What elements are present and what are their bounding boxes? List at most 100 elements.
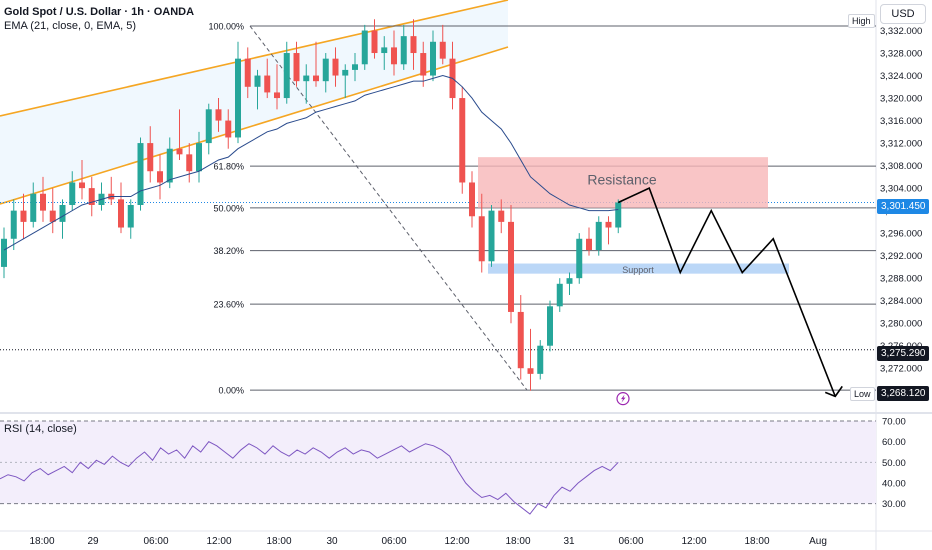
price-axis-label: 3,288.000 <box>880 274 922 285</box>
candle-body[interactable] <box>352 64 358 70</box>
time-axis-label: 30 <box>326 536 338 547</box>
candle-body[interactable] <box>118 199 124 228</box>
fib-level-label: 23.60% <box>213 300 244 310</box>
candle-body[interactable] <box>361 30 368 65</box>
candle-body[interactable] <box>547 306 553 346</box>
projection-arrowhead <box>824 385 843 398</box>
time-axis-label: 31 <box>563 536 575 547</box>
candle-body[interactable] <box>147 143 154 172</box>
candle-body[interactable] <box>556 283 563 307</box>
candle-body[interactable] <box>430 41 436 76</box>
candle-body[interactable] <box>88 188 95 205</box>
candle-body[interactable] <box>69 182 76 205</box>
candle-body[interactable] <box>1 238 7 267</box>
candle-body[interactable] <box>10 210 17 239</box>
high-label: High <box>848 14 875 28</box>
candle-body[interactable] <box>274 92 280 99</box>
candle-body[interactable] <box>400 36 407 65</box>
candle-body[interactable] <box>459 98 466 183</box>
candle-body[interactable] <box>595 221 602 251</box>
candle-body[interactable] <box>127 205 134 228</box>
time-axis-label: 06:00 <box>143 536 168 547</box>
symbol-title[interactable]: Gold Spot / U.S. Dollar · 1h · OANDA <box>4 6 195 18</box>
candle-body[interactable] <box>527 368 534 374</box>
candle-body[interactable] <box>605 221 612 228</box>
candle-body[interactable] <box>225 120 232 138</box>
candle-body[interactable] <box>371 30 378 54</box>
fib-level-label: 100.00% <box>208 22 244 32</box>
candle-body[interactable] <box>517 311 524 369</box>
candle-body[interactable] <box>410 36 417 54</box>
ema-indicator-label[interactable]: EMA (21, close, 0, EMA, 5) <box>4 20 137 32</box>
candle-body[interactable] <box>293 53 300 82</box>
candle-body[interactable] <box>215 109 222 121</box>
rsi-axis-label: 30.00 <box>882 499 906 510</box>
candle-body[interactable] <box>498 210 505 222</box>
candle-body[interactable] <box>157 171 163 183</box>
candle-body[interactable] <box>283 53 290 99</box>
candle-body[interactable] <box>391 47 397 65</box>
candle-body[interactable] <box>20 210 27 222</box>
candle-body[interactable] <box>205 109 212 144</box>
candle-body[interactable] <box>79 182 85 189</box>
price-axis-label: 3,332.000 <box>880 26 922 37</box>
ema-line[interactable] <box>3 75 619 251</box>
support-label: Support <box>622 265 654 275</box>
candle-body[interactable] <box>59 205 66 222</box>
candle-body[interactable] <box>586 238 592 251</box>
candle-body[interactable] <box>49 210 56 222</box>
fib-level-label: 0.00% <box>218 386 244 396</box>
candle-body[interactable] <box>478 216 485 262</box>
candle-body[interactable] <box>576 238 583 279</box>
candle-body[interactable] <box>342 69 349 76</box>
price-axis-label: 3,272.000 <box>880 364 922 375</box>
candle-body[interactable] <box>166 148 173 183</box>
candle-body[interactable] <box>420 53 427 76</box>
candle-body[interactable] <box>469 182 475 217</box>
candle-body[interactable] <box>30 193 37 222</box>
currency-button[interactable]: USD <box>880 4 926 24</box>
candle-body[interactable] <box>254 75 261 87</box>
rsi-axis-label: 50.00 <box>882 458 906 469</box>
candle-body[interactable] <box>176 148 183 155</box>
fib-level-label: 61.80% <box>213 162 244 172</box>
resistance-label: Resistance <box>587 172 656 188</box>
candle-body[interactable] <box>264 75 271 93</box>
candle-body[interactable] <box>40 193 46 211</box>
price-axis-label: 3,292.000 <box>880 251 922 262</box>
candle-body[interactable] <box>196 143 202 172</box>
lightning-glyph <box>621 394 626 403</box>
candle-body[interactable] <box>615 202 622 228</box>
time-axis-label: 12:00 <box>444 536 469 547</box>
candle-body[interactable] <box>439 41 446 59</box>
candle-body[interactable] <box>488 210 495 262</box>
candle-body[interactable] <box>381 47 388 54</box>
rsi-axis-label: 60.00 <box>882 437 906 448</box>
projection-path[interactable] <box>617 187 836 397</box>
candle-body[interactable] <box>137 143 144 205</box>
candle-body[interactable] <box>332 58 339 76</box>
candle-body[interactable] <box>244 58 251 87</box>
fib-level-label: 50.00% <box>213 203 244 213</box>
candle-body[interactable] <box>537 345 544 374</box>
candle-body[interactable] <box>322 58 329 82</box>
resistance-zone[interactable] <box>478 157 768 208</box>
rsi-axis-label: 70.00 <box>882 417 906 428</box>
price-axis-label: 3,312.000 <box>880 139 922 150</box>
candle-body[interactable] <box>186 154 193 172</box>
fib-level-label: 38.20% <box>213 246 244 256</box>
rsi-line[interactable] <box>0 441 619 515</box>
candle-body[interactable] <box>303 75 310 82</box>
time-axis-label: 18:00 <box>505 536 530 547</box>
candle-body[interactable] <box>313 75 319 82</box>
candle-body[interactable] <box>235 58 241 138</box>
support-zone[interactable] <box>488 263 789 274</box>
candle-body[interactable] <box>566 278 573 284</box>
rsi-indicator-label[interactable]: RSI (14, close) <box>4 423 77 435</box>
channel-upper-line[interactable] <box>0 0 509 117</box>
fib-trendline[interactable] <box>249 25 528 391</box>
time-axis-label: 18:00 <box>29 536 54 547</box>
candle-body[interactable] <box>508 221 514 312</box>
